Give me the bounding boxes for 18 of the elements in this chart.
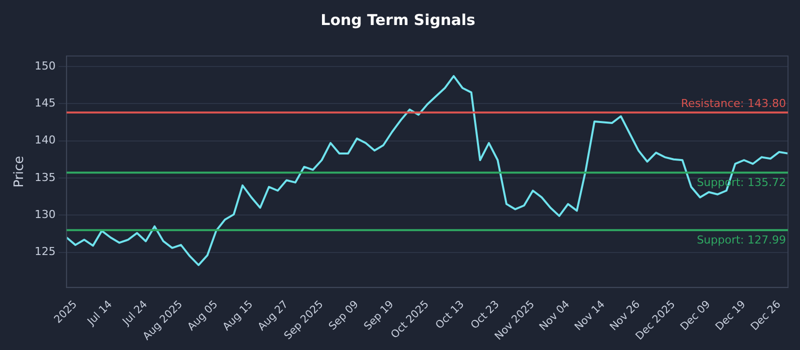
x-tick-label: Jul 14 bbox=[84, 298, 115, 328]
chart-title: Long Term Signals bbox=[320, 10, 476, 29]
x-tick-label: Jul 24 bbox=[120, 298, 150, 328]
y-tick-label: 145 bbox=[34, 96, 56, 110]
x-tick-label: Dec 19 bbox=[713, 298, 748, 334]
y-tick-label: 135 bbox=[34, 170, 56, 184]
x-tick-label: Oct 13 bbox=[433, 298, 467, 332]
x-tick-label: Dec 09 bbox=[678, 298, 713, 334]
x-tick-label: Oct 23 bbox=[468, 298, 502, 332]
y-tick-label: 130 bbox=[34, 208, 56, 222]
ref-line-label: Support: 127.99 bbox=[696, 233, 786, 246]
ref-line-label: Resistance: 143.80 bbox=[681, 96, 786, 110]
y-tick-label: 125 bbox=[34, 245, 56, 258]
y-tick-label: 150 bbox=[34, 59, 56, 72]
x-tick-label: Dec 26 bbox=[748, 298, 784, 334]
x-tick-label: Sep 09 bbox=[326, 298, 361, 333]
y-axis-title: Price bbox=[12, 156, 28, 188]
y-tick-label: 140 bbox=[34, 134, 56, 147]
